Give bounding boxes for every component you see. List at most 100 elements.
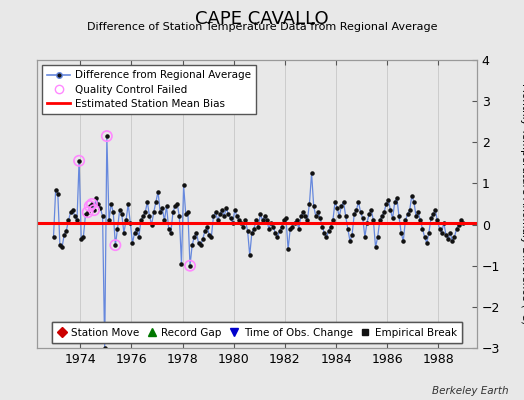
Point (96, 205, 105, 211)
Point (273, 234, 281, 240)
Point (85, 203, 94, 209)
Point (101, 345, 109, 351)
Point (171, 203, 179, 209)
Point (356, 209, 365, 216)
Point (431, 207, 440, 213)
Point (115, 207, 124, 213)
Point (303, 217, 311, 224)
Point (99, 213, 107, 220)
Point (422, 240, 431, 246)
Point (111, 242, 119, 248)
Point (374, 234, 382, 240)
Point (209, 213, 217, 220)
Point (322, 234, 331, 240)
Point (224, 211, 233, 218)
Point (94, 201, 103, 207)
Point (241, 217, 249, 224)
Point (165, 226, 173, 232)
Point (337, 203, 346, 209)
Point (169, 209, 177, 216)
Point (429, 211, 438, 218)
Point (297, 213, 305, 220)
Point (252, 217, 260, 224)
Point (62, 228, 71, 234)
Point (71, 213, 79, 220)
Point (237, 219, 245, 226)
Point (435, 226, 444, 232)
Point (363, 219, 371, 226)
Point (158, 205, 167, 211)
Point (335, 213, 344, 220)
Point (92, 195, 101, 201)
Point (305, 201, 314, 207)
Point (256, 211, 265, 218)
Point (308, 170, 316, 176)
Point (292, 217, 301, 224)
Point (147, 221, 156, 228)
Point (329, 217, 337, 224)
Point (113, 226, 122, 232)
Point (90, 207, 98, 213)
Point (427, 215, 435, 222)
Point (133, 226, 141, 232)
Point (160, 217, 169, 224)
Point (416, 217, 424, 224)
Point (239, 224, 247, 230)
Point (135, 234, 143, 240)
Point (199, 236, 207, 242)
Point (73, 217, 81, 224)
Point (384, 197, 392, 203)
Point (286, 226, 294, 232)
Point (269, 224, 277, 230)
Point (408, 192, 416, 199)
Point (267, 219, 275, 226)
Point (446, 230, 454, 236)
Point (177, 260, 185, 267)
Point (88, 201, 96, 207)
Point (282, 215, 290, 222)
Point (181, 211, 190, 218)
Point (263, 217, 271, 224)
Point (395, 213, 403, 220)
Point (218, 207, 226, 213)
Point (442, 232, 450, 238)
Point (192, 230, 201, 236)
Point (88, 201, 96, 207)
Y-axis label: Monthly Temperature Anomaly Difference (°C): Monthly Temperature Anomaly Difference (… (519, 83, 524, 325)
Point (205, 232, 213, 238)
Point (145, 213, 154, 220)
Point (201, 228, 209, 234)
Point (126, 219, 135, 226)
Point (207, 234, 215, 240)
Point (401, 217, 410, 224)
Point (324, 228, 333, 234)
Point (344, 226, 352, 232)
Point (382, 201, 390, 207)
Point (399, 238, 408, 244)
Point (244, 228, 252, 234)
Point (452, 226, 461, 232)
Point (312, 213, 320, 220)
Point (53, 190, 62, 197)
Point (412, 213, 420, 220)
Point (352, 207, 361, 213)
Point (271, 230, 279, 236)
Point (346, 238, 354, 244)
Point (111, 242, 119, 248)
Point (49, 234, 58, 240)
Point (342, 213, 350, 220)
Point (56, 242, 64, 248)
Point (69, 207, 77, 213)
Point (214, 217, 222, 224)
Point (188, 242, 196, 248)
Point (358, 215, 367, 222)
Point (107, 201, 115, 207)
Point (77, 236, 85, 242)
Point (288, 224, 297, 230)
Point (326, 224, 335, 230)
Point (376, 217, 384, 224)
Point (258, 217, 267, 224)
Point (367, 207, 376, 213)
Point (403, 211, 412, 218)
Point (194, 240, 203, 246)
